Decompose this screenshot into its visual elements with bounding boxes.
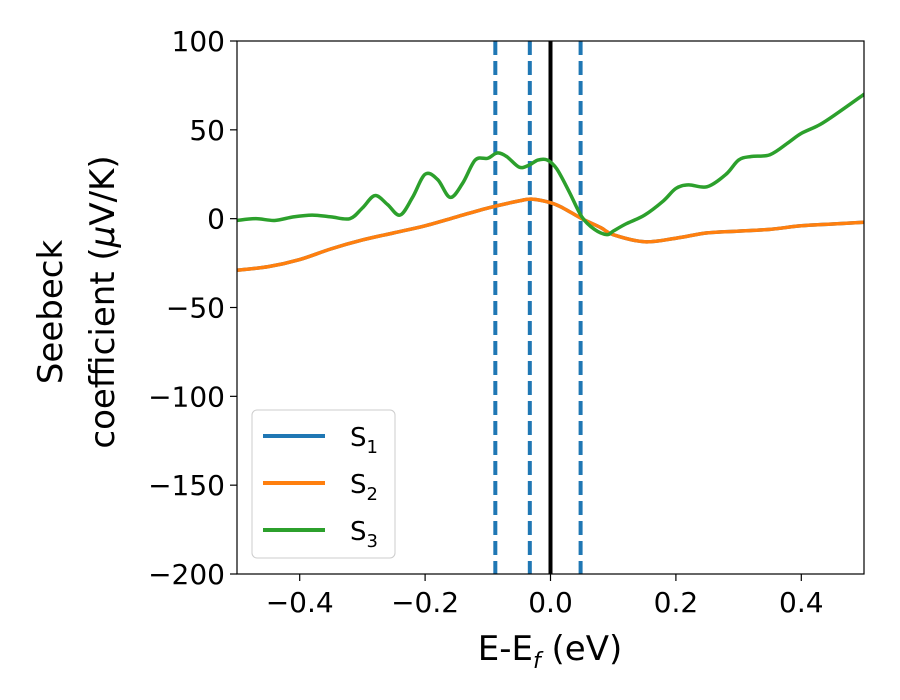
legend-label-s1-sub: 1 bbox=[367, 437, 378, 458]
y-tick-label: 100 bbox=[172, 25, 225, 58]
series-lines bbox=[237, 92, 864, 272]
legend-label-s3-main: S bbox=[350, 517, 367, 547]
y-tick-label: 0 bbox=[207, 203, 225, 236]
y-axis-label-line1: Seebeck bbox=[31, 240, 71, 385]
x-tick-label: 0.4 bbox=[779, 586, 824, 619]
y-tick-label: −200 bbox=[148, 558, 225, 591]
y-axis-label-mu: μ bbox=[83, 226, 123, 249]
legend-label-s2: S2 bbox=[350, 470, 378, 505]
legend-label-s2-main: S bbox=[350, 470, 367, 500]
y-tick-label: −100 bbox=[148, 380, 225, 413]
legend: S1 S2 S3 bbox=[251, 409, 396, 559]
y-axis: 100 50 0 −50 −100 −150 −200 bbox=[148, 25, 237, 591]
x-axis-label-sub: f bbox=[533, 649, 544, 674]
reference-lines bbox=[493, 41, 583, 574]
y-tick-label: 50 bbox=[189, 114, 225, 147]
legend-label-s1: S1 bbox=[350, 423, 378, 458]
legend-label-s3-sub: 3 bbox=[367, 531, 378, 552]
y-tick-label: −150 bbox=[148, 469, 225, 502]
x-axis: −0.4 −0.2 0.0 0.2 0.4 bbox=[266, 574, 824, 619]
y-tick-label: −50 bbox=[166, 292, 225, 325]
x-axis-label: E-Ef (eV) bbox=[478, 629, 623, 674]
legend-label-s1-main: S bbox=[350, 423, 367, 453]
legend-label-s2-sub: 2 bbox=[367, 484, 378, 505]
y-axis-label-suffix: V/K) bbox=[83, 155, 123, 225]
series-line-s2 bbox=[237, 197, 864, 272]
y-axis-label-prefix: coefficient ( bbox=[83, 247, 123, 448]
x-tick-label: 0.2 bbox=[654, 586, 699, 619]
series-line-s3 bbox=[237, 92, 864, 237]
x-axis-label-unit: (eV) bbox=[541, 629, 623, 669]
x-axis-label-main: E-E bbox=[478, 629, 533, 669]
x-tick-label: −0.4 bbox=[266, 586, 334, 619]
y-axis-label-line2: coefficient (μV/K) bbox=[83, 155, 123, 448]
x-tick-label: 0.0 bbox=[528, 586, 573, 619]
x-tick-label: −0.2 bbox=[391, 586, 459, 619]
legend-label-s3: S3 bbox=[350, 517, 378, 552]
